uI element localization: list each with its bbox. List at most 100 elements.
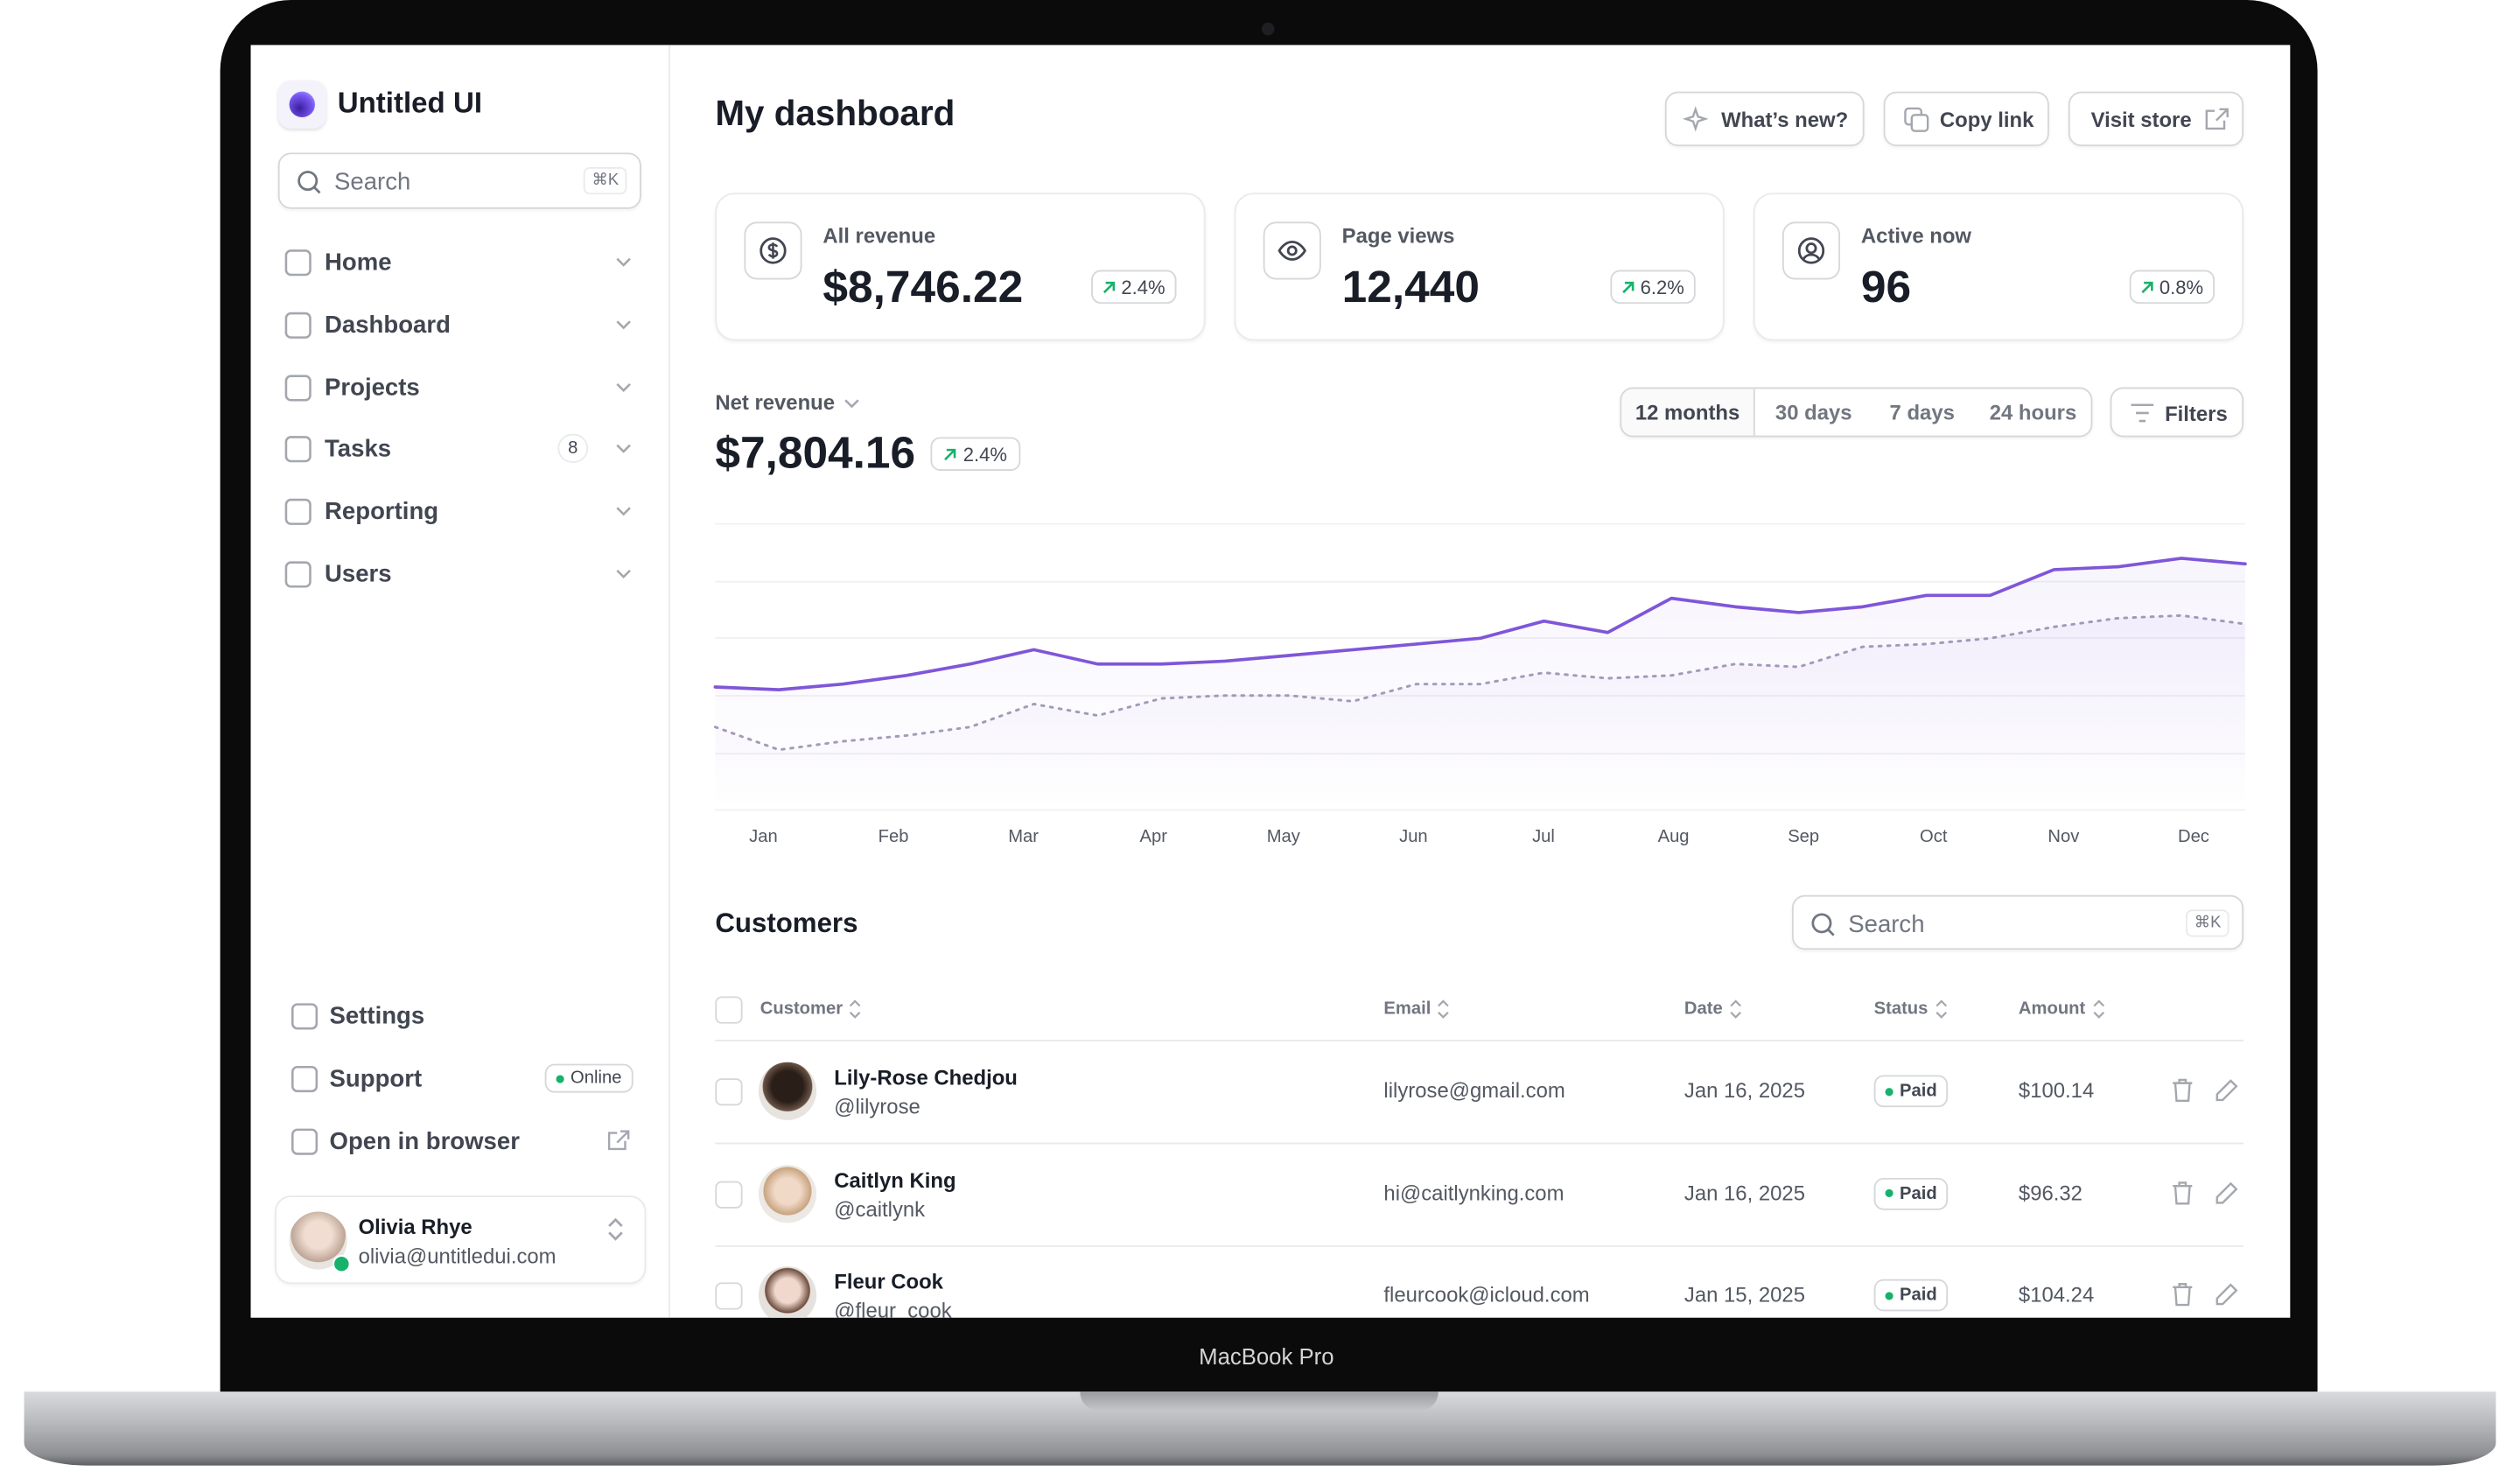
column-header[interactable]: Status — [1874, 999, 1948, 1019]
button-label: Copy link — [1939, 108, 2034, 132]
range-tabs: 12 months 30 days 7 days 24 hours — [1620, 387, 2093, 438]
icon — [1730, 999, 1741, 1019]
change-text: 2.4% — [1121, 275, 1166, 298]
column-header[interactable]: Email — [1383, 999, 1450, 1019]
copy-link-button[interactable]: Copy link — [1883, 91, 2049, 147]
icon — [1935, 999, 1947, 1019]
column-label: Status — [1873, 999, 1928, 1020]
brand: Untitled UI — [337, 87, 483, 119]
nav-item[interactable]: Projects — [270, 360, 649, 414]
x-tick-label: Aug — [1658, 827, 1690, 846]
edit-button[interactable] — [2215, 1282, 2239, 1307]
checkbox[interactable] — [715, 1078, 743, 1106]
user-card[interactable]: Olivia Rhye olivia@untitledui.com — [275, 1195, 647, 1285]
icon — [1797, 237, 1825, 264]
sidebar: Untitled UI Search ⌘K Olivia Rhye olivia… — [251, 45, 670, 1318]
dot — [556, 1074, 564, 1083]
avatar — [758, 1164, 817, 1223]
screen: Untitled UI Search ⌘K Olivia Rhye olivia… — [250, 45, 2291, 1318]
nav-item[interactable]: Home — [270, 235, 649, 289]
button-label: Filters — [2165, 402, 2228, 426]
footer-nav-item[interactable]: Open in browser — [276, 1114, 646, 1168]
delete-button[interactable] — [2171, 1282, 2194, 1307]
checkbox[interactable] — [715, 1282, 743, 1310]
nav-label: Settings — [329, 1002, 425, 1031]
delete-button[interactable] — [2171, 1078, 2194, 1104]
stat-icon — [1263, 221, 1321, 280]
range-tab[interactable]: 7 days — [1889, 400, 1955, 424]
button-label: Visit store — [2090, 108, 2192, 132]
icon — [284, 312, 312, 339]
change-badge: 2.4% — [930, 437, 1021, 472]
footer-nav-item[interactable]: Support Online — [276, 1051, 646, 1105]
amount: $104.24 — [2018, 1282, 2095, 1307]
button-label: What’s new? — [1721, 108, 1849, 132]
nav-item[interactable]: Users — [270, 546, 649, 600]
icon — [616, 319, 631, 330]
chart-total: $7,804.16 — [715, 427, 916, 478]
user-email: olivia@untitledui.com — [358, 1244, 556, 1268]
search-box[interactable]: Search ⌘K — [277, 152, 641, 209]
nav-item[interactable]: Reporting — [270, 484, 649, 538]
nav-label: Users — [325, 560, 392, 589]
status-badge: Paid — [1873, 1279, 1949, 1312]
range-tab[interactable]: 24 hours — [1989, 400, 2077, 424]
x-tick-label: Mar — [1008, 827, 1039, 846]
icon — [284, 436, 312, 464]
footer-nav-item[interactable]: Settings — [276, 988, 646, 1042]
filters-button[interactable]: Filters — [2110, 387, 2244, 438]
online-dot — [332, 1255, 351, 1273]
checkbox[interactable] — [715, 996, 743, 1024]
edit-button[interactable] — [2215, 1078, 2239, 1103]
email: fleurcook@icloud.com — [1383, 1282, 1590, 1307]
nav-label: Tasks — [325, 436, 392, 464]
icon — [290, 1128, 318, 1155]
column-label: Date — [1684, 999, 1723, 1020]
stat-card: Active now 96 0.8% — [1753, 193, 2244, 341]
icon — [850, 999, 862, 1019]
column-header[interactable]: Customer — [760, 999, 862, 1019]
whats-new-button[interactable]: What’s new? — [1664, 91, 1865, 147]
status-text: Paid — [1900, 1285, 1937, 1306]
series-line — [713, 557, 2247, 691]
x-tick-label: Jan — [749, 827, 778, 846]
range-tab[interactable]: 12 months — [1621, 389, 1755, 436]
edit-button[interactable] — [2215, 1181, 2239, 1205]
icon — [2216, 1181, 2238, 1203]
stat-card: Page views 12,440 6.2% — [1234, 193, 1725, 341]
stat-value: 12,440 — [1341, 262, 1480, 312]
x-tick-label: Apr — [1140, 827, 1168, 846]
icon — [2092, 999, 2104, 1019]
divider — [715, 1244, 2244, 1247]
stat-value: $8,746.22 — [822, 262, 1024, 312]
range-tab[interactable]: 30 days — [1774, 400, 1852, 424]
icon — [616, 569, 631, 579]
nav-label: Support — [329, 1065, 423, 1093]
checkbox[interactable] — [715, 1180, 743, 1208]
nav-item[interactable]: Tasks 8 — [270, 422, 649, 476]
customer-handle: @lilyrose — [834, 1094, 920, 1119]
email: lilyrose@gmail.com — [1383, 1078, 1565, 1103]
icon — [2173, 1078, 2193, 1103]
change-badge: 6.2% — [1609, 270, 1696, 305]
search-icon — [298, 171, 321, 194]
customer-search[interactable]: Search ⌘K — [1791, 894, 2244, 950]
column-header[interactable]: Date — [1684, 999, 1742, 1019]
section-title: Customers — [715, 908, 858, 939]
chevron — [844, 399, 859, 409]
nav-item[interactable]: Dashboard — [270, 297, 649, 351]
search-placeholder: Search — [334, 168, 411, 197]
nav-label: Reporting — [325, 498, 439, 526]
icon — [284, 249, 312, 277]
stat-label: Page views — [1341, 223, 1455, 248]
change-badge: 2.4% — [1090, 270, 1177, 305]
stat-card: All revenue $8,746.22 2.4% — [715, 193, 1206, 341]
x-tick-label: May — [1267, 827, 1301, 846]
delete-button[interactable] — [2171, 1181, 2194, 1206]
visit-store-button[interactable]: Visit store — [2068, 91, 2244, 147]
x-tick-label: Oct — [1920, 827, 1948, 846]
column-header[interactable]: Amount — [2019, 999, 2104, 1019]
icon — [284, 374, 312, 401]
customer-handle: @caitlynk — [834, 1196, 926, 1221]
